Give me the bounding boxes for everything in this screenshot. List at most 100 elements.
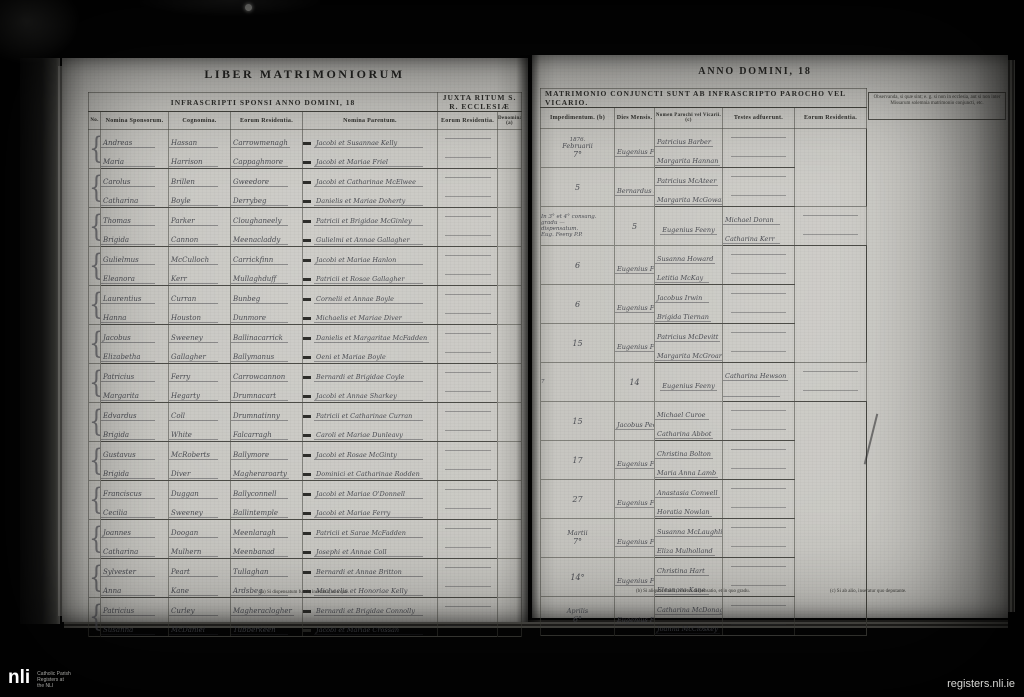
groom-name-cell: Patricius [100, 363, 169, 383]
witness-1-residence-cell [722, 128, 795, 148]
right-band-row: MATRIMONIO CONJUNCTI SUNT AB INFRASCRIPT… [539, 88, 868, 108]
entry-brace: { [90, 288, 100, 322]
observanda-box: Observanda, si quæ sint; e. g. si non in… [868, 92, 1006, 120]
priest-name-cell: Eugenius Feeny [614, 440, 655, 480]
groom-surname-cell: McRoberts [168, 441, 231, 461]
witness-2-cell [722, 382, 795, 402]
blank-rule [802, 233, 859, 235]
ditto-mark [303, 395, 311, 398]
ditto-mark [303, 337, 311, 340]
bride-surname-cell: Mulhern [168, 539, 231, 559]
bride-residence-cell: Ballintemple [230, 500, 303, 520]
entry-brace: { [90, 210, 100, 244]
ditto-mark [303, 376, 311, 379]
right-footnote-c: (c) Si ab alio, inseratur quo deputante. [830, 589, 907, 594]
witness-1-cell: Catharina Hewson [722, 362, 795, 382]
entry-number-cell: { [88, 168, 101, 208]
marriage-entry-bride-row: Anna Kane Ardsbeg Michaelis et Honoriae … [89, 578, 522, 598]
blank-rule [730, 604, 787, 606]
groom-parents-cell: Jacobi et Susannae Kelly [301, 129, 439, 149]
witness-1-cell: Christina Hart [654, 557, 723, 577]
blank-rule [730, 467, 787, 469]
bride-surname-cell: Diver [168, 461, 231, 481]
bride-parents-residence-cell [437, 266, 499, 286]
groom-residence-cell: Bunbeg [230, 285, 303, 305]
witness-1-residence-cell [722, 245, 795, 265]
ditto-mark [303, 298, 311, 301]
witness-1-cell: Christina Bolton [654, 440, 723, 460]
bride-residence-cell: Mullaghduff [230, 266, 303, 286]
bride-surname-cell: White [168, 422, 231, 442]
blank-rule [444, 156, 491, 158]
groom-name-cell: Andreas [100, 129, 169, 149]
bride-residence-cell: Cappaghmore [230, 149, 303, 169]
blank-rule [444, 546, 491, 548]
witness-1-cell: Michael Doran [722, 206, 795, 226]
bride-surname-cell: Houston [168, 305, 231, 325]
bride-name-cell: Catharina [100, 539, 169, 559]
priest-name-cell: Bernardus Kelly [614, 167, 655, 207]
groom-surname-cell: Duggan [168, 480, 231, 500]
ditto-mark [303, 532, 311, 535]
dies-mensis-cell: Martii 7° [540, 518, 615, 558]
bride-parents-residence-cell [437, 539, 499, 559]
ditto-mark [303, 356, 311, 359]
marriage-entry-bride-row: Hanna Houston Dunmore Michaelis et Maria… [89, 305, 522, 325]
bride-name-cell: Brigida [100, 227, 169, 247]
marriage-entry-groom-row: { Joannes Doogan Meenlaragh Patricii et … [88, 519, 523, 559]
blank-rule [730, 194, 787, 196]
marriage-entry-bride-row: Susanna McDaniel Tubberkeen Jacobi et Ma… [89, 617, 522, 637]
witness-1-cell: Susanna Howard [654, 245, 723, 265]
priest-name-cell: Eugenius Feeny [654, 362, 723, 402]
marriage-record-row: 5 Bernardus Kelly Patricius McAteer [540, 167, 867, 207]
witness-2-residence-cell [722, 538, 795, 558]
bride-name-cell: Brigida [100, 422, 169, 442]
bride-residence-cell: Derrybeg [230, 188, 303, 208]
groom-parents-residence-cell [437, 285, 499, 305]
marriage-entry-groom-row: { Edvardus Coll Drumnatinny Patricii et … [88, 402, 523, 442]
groom-name-cell: Carolus [100, 168, 169, 188]
groom-name-cell: Gustavus [100, 441, 169, 461]
band-juxta-ritum: JUXTA RITUM S. R. ECCLESIÆ [437, 92, 523, 112]
marriage-record-row: 14° Eugenius Feeny Christina Hart [540, 557, 867, 597]
ditto-mark [303, 454, 311, 457]
blank-rule [444, 312, 491, 314]
groom-parents-residence-cell [437, 168, 499, 188]
marriage-record-row: 17 Eugenius Feeny Christina Bolton [540, 440, 867, 480]
blank-rule [730, 448, 787, 450]
groom-name-cell: Edvardus [100, 402, 169, 422]
marriage-record-row-2: Margarita Hannan [541, 148, 867, 168]
dies-mensis-cell: 17 [540, 440, 615, 480]
blank-rule [444, 293, 491, 295]
band-infrascripti: INFRASCRIPTI SPONSI ANNO DOMINI, 18 [87, 92, 439, 112]
witness-2-cell: Catharina Kerr [722, 226, 795, 246]
book-gutter-shadow [516, 55, 540, 622]
ditto-mark [303, 551, 311, 554]
bride-parents-residence-cell [437, 461, 499, 481]
priest-name-cell: Eugenius Feeny [654, 206, 723, 246]
priest-name-cell: Eugenius Feeny [614, 479, 655, 519]
dies-mensis-cell: 6 [540, 284, 615, 324]
marriage-record-row: 15 Eugenius Feeny Patricius McDevitt [540, 323, 867, 363]
priest-name-cell: Eugenius Feeny [614, 557, 655, 597]
groom-parents-cell: Danielis et Margaritae McFadden [301, 324, 439, 344]
day-number: 15 [572, 338, 583, 348]
day-number: 7° [572, 150, 583, 159]
ditto-mark [303, 161, 311, 164]
site-watermark[interactable]: registers.nli.ie [947, 678, 1015, 690]
blank-rule [730, 136, 787, 138]
groom-parents-cell: Bernardi et Annae Britton [301, 558, 439, 578]
marriage-entry-groom-row: { Thomas Parker Cloughaneely Patricii et… [88, 207, 523, 247]
dies-mensis-cell: 27 [540, 479, 615, 519]
bride-parents-residence-cell [437, 227, 499, 247]
witness-1-residence-cell [722, 518, 795, 538]
month-note: Aprilis [566, 607, 589, 615]
entry-brace: { [90, 600, 100, 634]
bride-parents-cell: Jacobi et Annae Sharkey [301, 383, 439, 403]
blank-rule [802, 214, 859, 216]
nli-logo: nli Catholic Parish Registers at the NLI [8, 668, 71, 690]
priest-name-cell: Eugenius Feeny [614, 323, 655, 363]
sponsi-table: INFRASCRIPTI SPONSI ANNO DOMINI, 18 JUXT… [87, 92, 523, 637]
bride-name-cell: Cecilia [100, 500, 169, 520]
